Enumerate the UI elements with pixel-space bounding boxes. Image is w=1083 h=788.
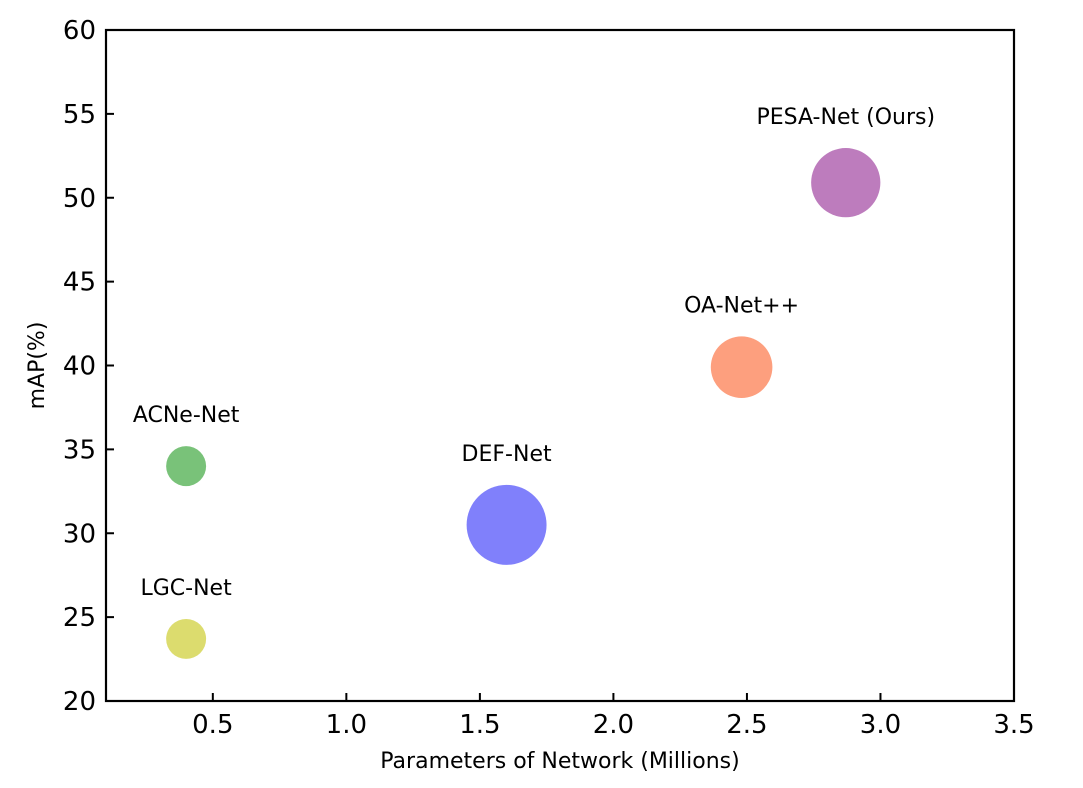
x-tick-label: 2.0 (593, 710, 634, 740)
y-tick-label: 25 (63, 603, 96, 633)
bubble-pesa-net-ours (811, 148, 881, 218)
plot-frame (104, 28, 1016, 703)
x-tick-label: 0.5 (192, 710, 233, 740)
point-label: PESA-Net (Ours) (756, 105, 935, 130)
point-label: DEF-Net (462, 442, 552, 467)
x-tick-label: 3.5 (993, 710, 1034, 740)
y-tick-label: 55 (63, 100, 96, 130)
y-axis-label: mAP(%) (25, 322, 50, 410)
ticks-layer: 0.5 1.0 1.5 2.0 2.5 3.0 3.5 20 25 30 35 40 45 50 55 60 (63, 16, 1035, 740)
bubbles-layer (166, 148, 881, 659)
x-tick-label: 3.0 (860, 710, 901, 740)
y-tick-label: 35 (63, 435, 96, 465)
bubble-def-net (466, 484, 547, 565)
point-labels-layer: LGC-Net ACNe-Net DEF-Net OA-Net++ PESA-Net (… (133, 105, 935, 601)
y-tick-label: 20 (63, 687, 96, 717)
point-label: OA-Net++ (684, 293, 799, 318)
bubble-oa-net (710, 336, 773, 398)
y-tick-label: 60 (63, 16, 96, 46)
y-tick-label: 40 (63, 352, 96, 382)
y-tick-label: 50 (63, 184, 96, 214)
x-axis-label: Parameters of Network (Millions) (380, 749, 739, 774)
bubble-acne-net (166, 446, 207, 487)
bubble-lgc-net (166, 618, 207, 659)
x-tick-label: 1.0 (326, 710, 367, 740)
y-tick-label: 45 (63, 268, 96, 298)
y-tick-label: 30 (63, 519, 96, 549)
x-tick-label: 2.5 (726, 710, 767, 740)
point-label: ACNe-Net (133, 403, 240, 428)
x-tick-label: 1.5 (459, 710, 500, 740)
point-label: LGC-Net (141, 576, 233, 601)
